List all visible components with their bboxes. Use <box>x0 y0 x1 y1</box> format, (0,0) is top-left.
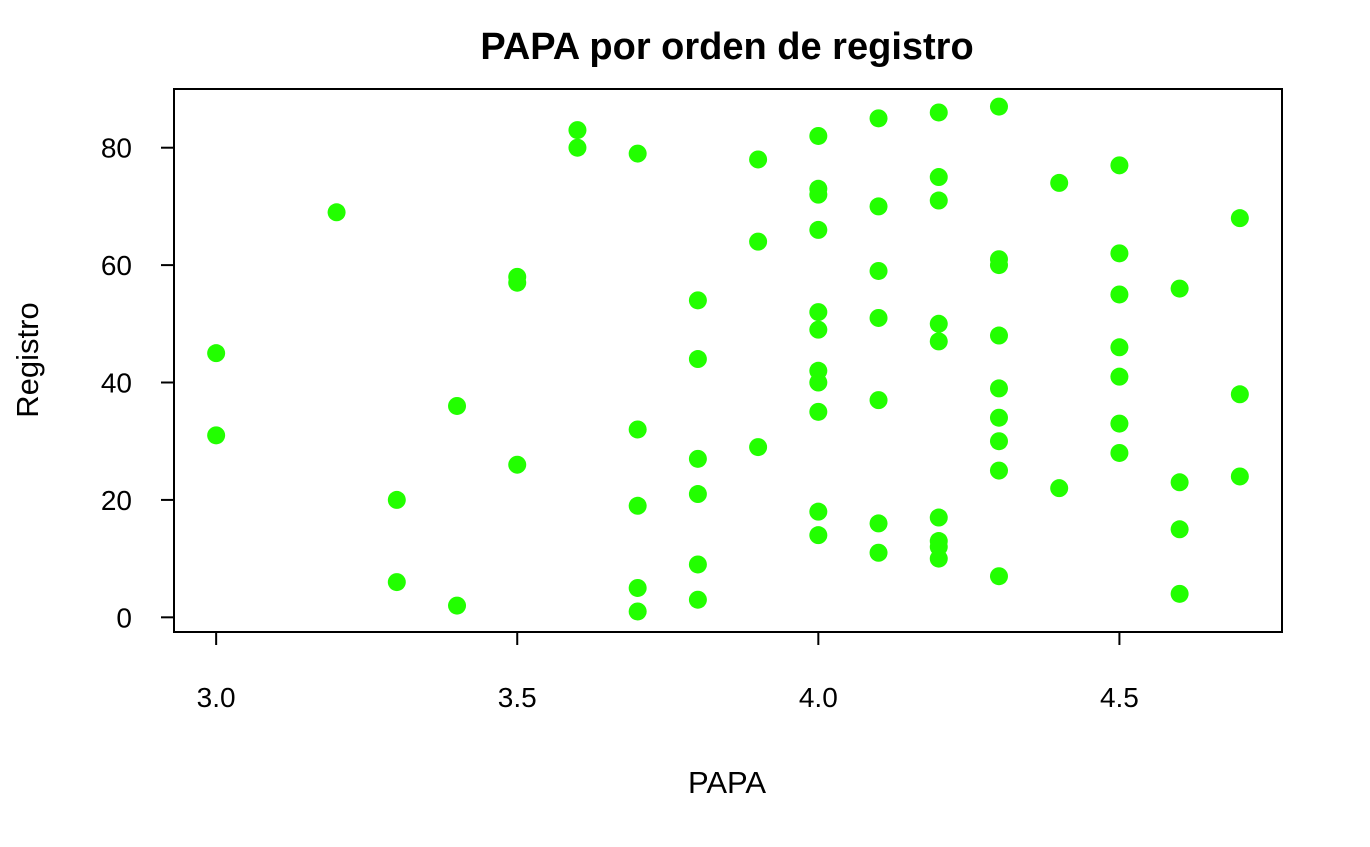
data-point-47 <box>929 314 948 333</box>
data-point-62 <box>1050 173 1069 192</box>
data-point-25 <box>749 438 768 457</box>
data-point-66 <box>1110 285 1129 304</box>
data-point-71 <box>1170 279 1189 298</box>
data-point-58 <box>989 408 1008 427</box>
data-point-65 <box>1110 244 1129 263</box>
data-point-1 <box>207 426 226 445</box>
x-axis-label: PAPA <box>688 765 766 800</box>
data-point-45 <box>929 168 948 187</box>
data-point-21 <box>688 555 707 574</box>
data-point-42 <box>869 514 888 533</box>
data-point-57 <box>989 379 1008 398</box>
data-point-18 <box>688 350 707 369</box>
data-point-12 <box>628 144 647 163</box>
data-point-76 <box>1230 385 1249 404</box>
data-point-2 <box>327 203 346 222</box>
data-point-69 <box>1110 414 1129 433</box>
data-point-41 <box>869 391 888 410</box>
data-point-4 <box>387 573 406 592</box>
data-point-11 <box>568 138 587 157</box>
data-point-53 <box>989 97 1008 116</box>
data-point-9 <box>508 455 527 474</box>
data-point-38 <box>869 197 888 216</box>
data-point-23 <box>749 150 768 169</box>
data-point-63 <box>1050 479 1069 498</box>
data-point-30 <box>809 303 828 322</box>
data-point-39 <box>869 261 888 280</box>
data-point-37 <box>869 109 888 128</box>
data-point-36 <box>809 526 828 545</box>
x-tick-label-3: 4.5 <box>1100 682 1139 713</box>
x-tick-label-2: 4.0 <box>799 682 838 713</box>
chart-title: PAPA por orden de registro <box>480 26 973 68</box>
data-point-31 <box>809 320 828 339</box>
data-point-68 <box>1110 367 1129 386</box>
y-tick-label-1: 20 <box>101 485 132 516</box>
data-point-77 <box>1230 467 1249 486</box>
data-point-61 <box>989 567 1008 586</box>
data-point-55 <box>989 256 1008 275</box>
data-point-70 <box>1110 443 1129 462</box>
data-point-75 <box>1230 209 1249 228</box>
y-axis: 0 20 40 60 80 <box>101 133 175 633</box>
data-point-35 <box>809 502 828 521</box>
data-point-5 <box>448 396 467 415</box>
data-point-22 <box>688 590 707 609</box>
data-point-8 <box>508 273 527 292</box>
data-point-46 <box>929 191 948 210</box>
data-point-34 <box>809 402 828 421</box>
data-point-16 <box>628 602 647 621</box>
data-point-28 <box>809 185 828 204</box>
y-axis-label: Registro <box>10 302 45 417</box>
data-point-33 <box>809 373 828 392</box>
data-point-44 <box>929 103 948 122</box>
data-point-29 <box>809 220 828 239</box>
data-point-40 <box>869 308 888 327</box>
data-point-17 <box>688 291 707 310</box>
data-point-13 <box>628 420 647 439</box>
y-tick-label-4: 80 <box>101 133 132 164</box>
data-point-15 <box>628 578 647 597</box>
data-point-67 <box>1110 338 1129 357</box>
data-point-73 <box>1170 520 1189 539</box>
data-point-60 <box>989 461 1008 480</box>
data-point-20 <box>688 485 707 504</box>
data-point-10 <box>568 121 587 140</box>
points-layer <box>207 97 1249 621</box>
data-point-0 <box>207 344 226 363</box>
x-axis: 3.0 3.5 4.0 4.5 <box>197 631 1139 713</box>
y-tick-label-3: 60 <box>101 250 132 281</box>
data-point-72 <box>1170 473 1189 492</box>
data-point-64 <box>1110 156 1129 175</box>
data-point-6 <box>448 596 467 615</box>
data-point-14 <box>628 496 647 515</box>
data-point-3 <box>387 490 406 509</box>
data-point-48 <box>929 332 948 351</box>
data-point-56 <box>989 326 1008 345</box>
data-point-49 <box>929 508 948 527</box>
x-tick-label-0: 3.0 <box>197 682 236 713</box>
data-point-52 <box>929 549 948 568</box>
data-point-19 <box>688 449 707 468</box>
data-point-26 <box>809 126 828 145</box>
data-point-24 <box>749 232 768 251</box>
y-tick-label-0: 0 <box>116 602 132 633</box>
x-tick-label-1: 3.5 <box>498 682 537 713</box>
data-point-43 <box>869 543 888 562</box>
data-point-74 <box>1170 584 1189 603</box>
y-tick-label-2: 40 <box>101 368 132 399</box>
data-point-59 <box>989 432 1008 451</box>
